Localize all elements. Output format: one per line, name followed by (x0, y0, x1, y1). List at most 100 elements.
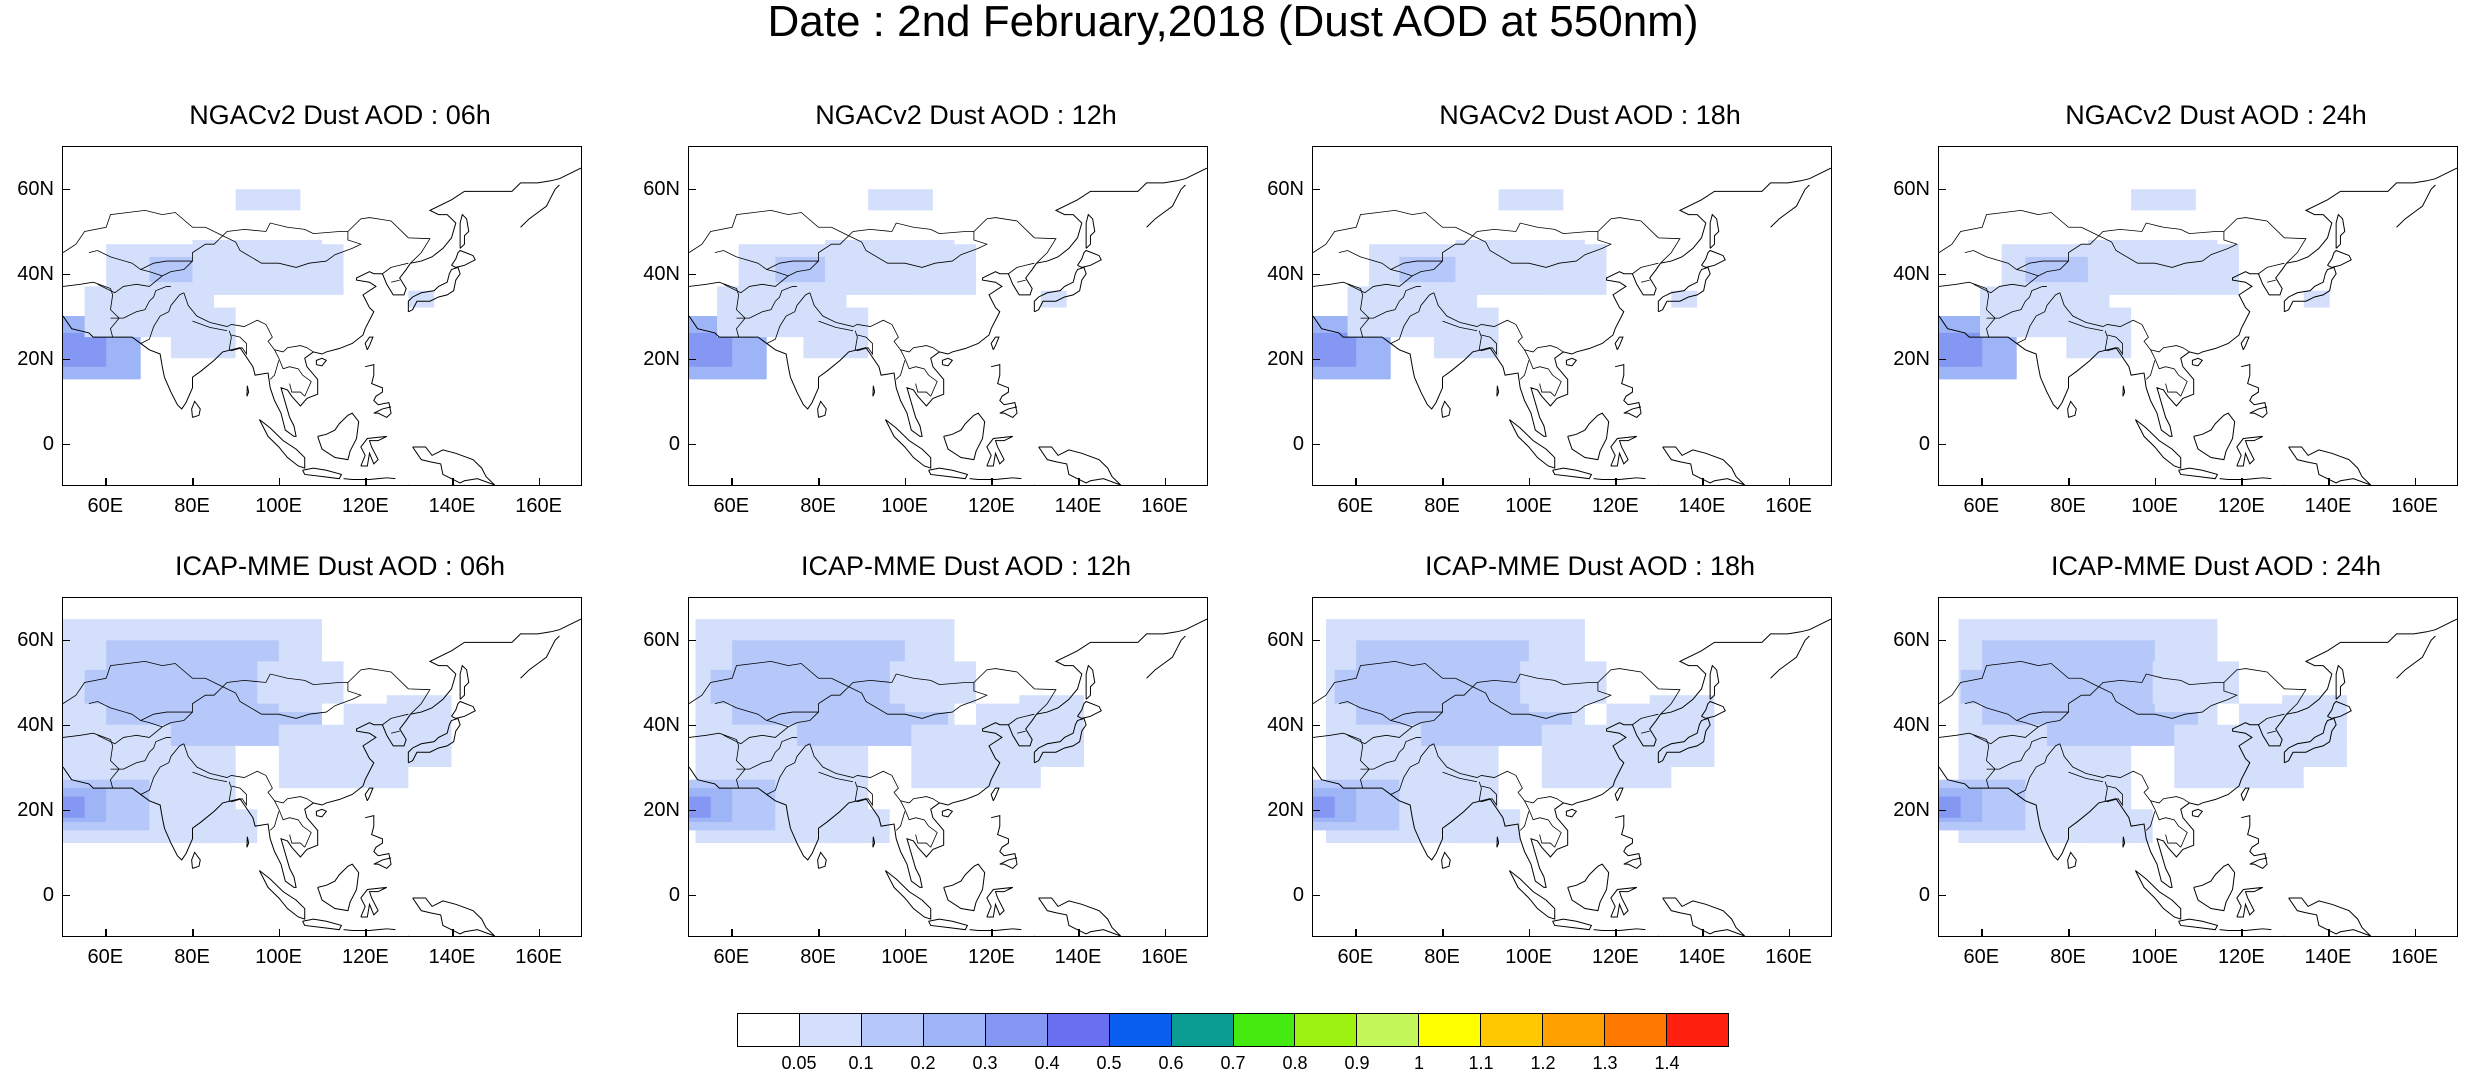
coastline (986, 435, 1013, 467)
country-border (788, 260, 819, 277)
lat-tick-label: 40N (17, 713, 54, 736)
coastline (2396, 635, 2436, 679)
coastline (2240, 787, 2250, 802)
country-border (1472, 217, 1681, 268)
lat-tick-label: 40N (643, 262, 680, 285)
dust-patch (2152, 661, 2240, 704)
country-border (183, 743, 267, 778)
country-border (2145, 811, 2156, 831)
lat-tick-mark (688, 188, 696, 190)
coastline (1657, 266, 1711, 313)
coastline (2219, 928, 2272, 932)
dust-patch (1498, 189, 1564, 211)
country-border (1016, 279, 1026, 283)
coastline (1441, 400, 1451, 418)
coastline (872, 385, 876, 397)
lon-tick-label: 160E (1141, 946, 1189, 968)
lon-tick-label: 140E (428, 946, 476, 968)
coastline (1033, 266, 1087, 313)
lat-tick-mark (1938, 894, 1946, 896)
coastline (246, 385, 250, 397)
lat-tick-mark (62, 724, 70, 726)
map-svg (1313, 618, 1831, 936)
lon-tick-mark (1981, 478, 1983, 486)
country-border (2016, 292, 2061, 344)
dust-patch (868, 189, 933, 211)
colorbar-label: 0.7 (1220, 1053, 1246, 1073)
country-border (1472, 668, 1681, 719)
country-border (274, 800, 312, 848)
coastline (1615, 814, 1642, 870)
coastline (817, 400, 827, 418)
lon-tick-label: 120E (1591, 946, 1639, 968)
dust-patch (1433, 307, 1499, 359)
coastline (2134, 419, 2182, 469)
country-border (228, 781, 247, 807)
colorbar-label: 0.4 (1034, 1053, 1060, 1073)
coastline (2236, 886, 2263, 918)
country-border (1478, 781, 1497, 807)
dust-patch (710, 669, 819, 704)
country-border (110, 737, 171, 770)
colorbar-label: 1 (1413, 1053, 1424, 1073)
country-border (818, 320, 854, 332)
coastline (364, 787, 374, 802)
lon-tick-mark (1615, 929, 1617, 937)
country-border (1442, 320, 1478, 332)
lat-tick-mark (62, 273, 70, 275)
lon-tick-label: 140E (1678, 495, 1726, 517)
country-border (915, 834, 932, 848)
coastline (63, 167, 581, 437)
lon-tick-label: 100E (881, 495, 929, 517)
country-border (110, 286, 171, 319)
dust-patch (689, 796, 711, 818)
country-border (1347, 720, 1414, 745)
coastline (1610, 886, 1637, 918)
country-border (162, 260, 193, 277)
country-border (1008, 262, 1035, 275)
dust-patch (386, 695, 452, 746)
lon-tick-mark (1981, 929, 1983, 937)
coastline (990, 336, 1000, 351)
coastline (459, 213, 470, 249)
lat-tick-mark (62, 639, 70, 641)
country-border (1472, 222, 1598, 237)
lat-tick-mark (1938, 639, 1946, 641)
dust-patch (1960, 669, 2069, 704)
colorbar-box (1295, 1014, 1358, 1046)
colorbar-box (1357, 1014, 1420, 1046)
dust-patch (63, 332, 107, 367)
colorbar-label: 0.1 (848, 1053, 874, 1073)
coastline (1085, 213, 1096, 249)
country-border (2104, 781, 2123, 807)
lon-tick-mark (452, 929, 454, 937)
dust-patch (824, 239, 955, 266)
coastline (990, 787, 1000, 802)
coastline (2240, 336, 2250, 351)
coastline (1496, 385, 1500, 397)
lat-tick-label: 0 (1918, 432, 1930, 455)
lon-tick-label: 100E (255, 495, 303, 517)
country-border (854, 781, 873, 807)
lon-tick-label: 60E (713, 946, 750, 968)
coastline (1038, 897, 1122, 936)
coastline (1565, 808, 1578, 818)
coastline (1709, 664, 1720, 700)
coastline (315, 808, 328, 818)
colorbar-box (1419, 1014, 1482, 1046)
coastline (1146, 184, 1186, 228)
coastline (2241, 363, 2268, 419)
lon-tick-mark (1788, 478, 1791, 486)
lat-tick-mark (688, 273, 696, 275)
lat-tick-mark (62, 809, 70, 811)
colorbar-box (1605, 1014, 1668, 1046)
coastline (872, 836, 876, 848)
lon-tick-mark (904, 478, 907, 486)
country-border (689, 281, 746, 338)
coastline (689, 618, 1207, 888)
country-border (736, 286, 797, 319)
coastline (63, 618, 581, 888)
country-border (140, 292, 185, 344)
lon-tick-label: 100E (1505, 946, 1553, 968)
lon-tick-mark (105, 929, 107, 937)
